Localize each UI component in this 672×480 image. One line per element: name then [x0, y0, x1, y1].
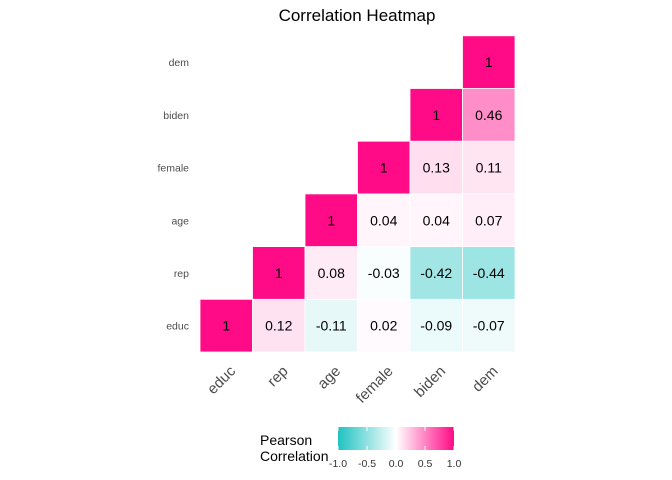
y-tick-label-rep: rep — [174, 268, 189, 280]
heatmap-cell-dem-educ — [462, 298, 516, 353]
legend-title-line-1: Pearson — [260, 432, 312, 448]
cell-value-label-female-female: 1 — [380, 160, 388, 176]
cell-value-label-age-age: 1 — [327, 212, 335, 228]
x-tick-label-dem: dem — [469, 363, 502, 396]
x-tick-label-biden: biden — [411, 363, 449, 401]
legend-title-line-2: Correlation — [260, 448, 328, 464]
x-axis-tick-labels: educ rep age female biden dem — [204, 362, 502, 406]
x-tick-label-female: female — [353, 363, 397, 407]
heatmap-cell-dem-female — [462, 140, 516, 195]
color-legend: Pearson Correlation -1.0 -0.5 0.0 0.5 1.0 — [260, 427, 461, 470]
cell-value-label-biden-rep: -0.42 — [420, 265, 452, 281]
heatmap-cell-female-rep — [357, 246, 411, 300]
y-tick-label-age: age — [171, 215, 189, 227]
legend-tick-label: -1.0 — [329, 458, 347, 470]
cell-value-label-dem-educ: -0.07 — [473, 318, 505, 334]
cell-value-label-dem-age: 0.07 — [475, 212, 502, 228]
legend-color-bar — [338, 427, 454, 450]
cell-value-label-dem-biden: 0.46 — [475, 107, 502, 123]
cell-value-label-dem-female: 0.11 — [476, 160, 502, 176]
cell-value-label-age-rep: 0.08 — [318, 265, 345, 281]
x-tick-label-educ: educ — [204, 362, 239, 397]
heatmap-cell-biden-female — [409, 140, 463, 195]
y-tick-label-dem: dem — [169, 57, 190, 69]
y-axis-tick-labels: educ rep age female biden dem — [157, 57, 190, 333]
heatmap-cell-female-age — [357, 193, 411, 247]
heatmap-cells: 1 0.12 -0.11 0.02 -0.09 -0.07 1 0.08 -0.03 -0.42 -… — [199, 35, 516, 353]
cell-value-label-biden-age: 0.04 — [423, 212, 450, 228]
x-tick-label-rep: rep — [264, 363, 291, 390]
heatmap-cell-biden-biden — [409, 88, 463, 142]
cell-value-label-rep-rep: 1 — [275, 265, 283, 281]
x-tick-label-age: age — [314, 363, 344, 393]
heatmap-cell-dem-rep — [462, 246, 516, 300]
cell-value-label-rep-educ: 0.12 — [265, 318, 292, 334]
cell-value-label-dem-dem: 1 — [485, 54, 493, 70]
heatmap-cell-age-rep — [304, 246, 358, 300]
chart-title: Correlation Heatmap — [279, 6, 436, 25]
legend-ticks: -1.0 -0.5 0.0 0.5 1.0 — [329, 427, 461, 470]
heatmap-cell-dem-biden — [462, 88, 516, 142]
legend-tick-label: 1.0 — [447, 458, 462, 470]
heatmap-cell-female-educ — [357, 298, 411, 353]
heatmap-cell-biden-rep — [409, 246, 463, 300]
heatmap-cell-dem-age — [462, 193, 516, 247]
heatmap-cell-rep-educ — [252, 298, 306, 353]
heatmap-cell-educ-educ — [199, 298, 253, 353]
heatmap-cell-dem-dem — [462, 35, 516, 89]
cell-value-label-educ-educ: 1 — [222, 318, 230, 334]
y-tick-label-educ: educ — [166, 321, 189, 333]
cell-value-label-dem-rep: -0.44 — [473, 265, 505, 281]
legend-tick-label: -0.5 — [358, 458, 376, 470]
cell-value-label-biden-biden: 1 — [432, 107, 440, 123]
legend-tick-label: 0.5 — [418, 458, 433, 470]
cell-value-label-female-rep: -0.03 — [368, 265, 400, 281]
heatmap-cell-age-age — [304, 193, 358, 247]
heatmap-cell-rep-rep — [252, 246, 306, 300]
y-tick-label-biden: biden — [163, 110, 189, 122]
cell-value-label-age-educ: -0.11 — [316, 318, 347, 334]
heatmap-cell-female-female — [357, 140, 411, 195]
cell-value-label-biden-female: 0.13 — [423, 160, 450, 176]
cell-value-label-biden-educ: -0.09 — [420, 318, 452, 334]
heatmap-cell-biden-educ — [409, 298, 463, 353]
legend-tick-label: 0.0 — [389, 458, 404, 470]
y-tick-label-female: female — [157, 163, 189, 175]
cell-value-label-female-educ: 0.02 — [370, 318, 397, 334]
cell-value-label-female-age: 0.04 — [370, 212, 397, 228]
